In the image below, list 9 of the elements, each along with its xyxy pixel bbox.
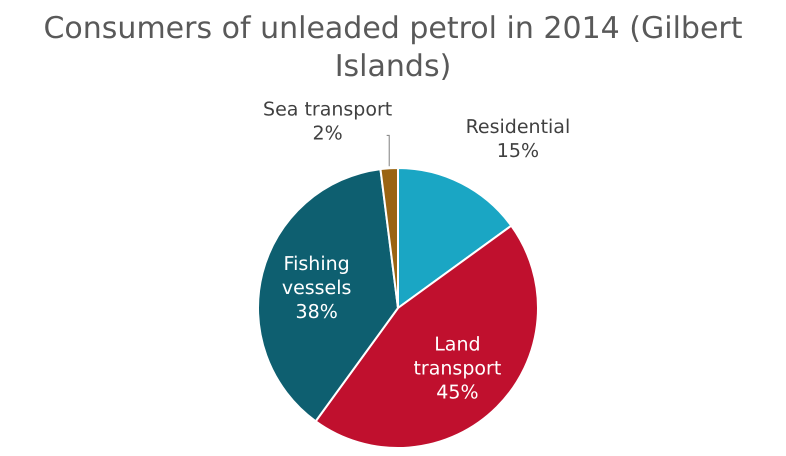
slice-label: Sea transport [263,98,392,120]
chart-title: Consumers of unleaded petrol in 2014 (Gilbert Islands) [43,11,743,84]
slice-label: Residential [466,116,570,138]
data-label: 45% [436,381,479,404]
slice-label: Land transport [414,333,502,380]
data-label: 38% [296,301,338,324]
data-label: 15% [496,140,540,162]
slice-label: Fishing vessels [282,253,352,300]
data-label: 2% [312,122,343,144]
